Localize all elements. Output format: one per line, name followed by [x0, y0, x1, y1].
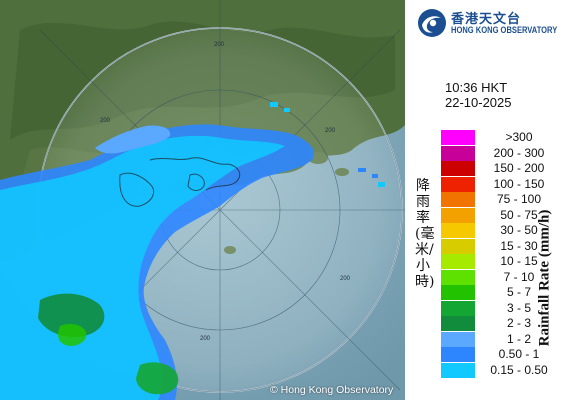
legend-swatch: [441, 254, 475, 269]
legend-swatch: [441, 238, 475, 254]
legend-title-chinese: 降雨率(毫米/小時): [415, 178, 435, 290]
copyright-notice: © Hong Kong Observatory: [270, 384, 394, 396]
legend-swatch: [441, 145, 475, 161]
legend-label: 200 - 300: [493, 145, 545, 160]
legend-label: 3 - 5: [506, 300, 531, 315]
legend-swatch: [441, 207, 475, 223]
timestamp-date: 22-10-2025: [445, 95, 512, 110]
legend-swatch: [441, 269, 475, 285]
range-label: 200: [340, 276, 351, 282]
logo-name-english: HONG KONG OBSERVATORY: [451, 25, 558, 35]
rain-echo-cell: [358, 168, 366, 172]
range-label: 200: [100, 118, 111, 124]
timestamp-time: 10:36 HKT: [445, 80, 508, 95]
legend-swatch: [441, 130, 475, 145]
legend-label: 15 - 30: [500, 238, 538, 253]
range-label: 200: [200, 336, 211, 342]
legend-label: 75 - 100: [496, 192, 542, 206]
observatory-swirl-icon: [418, 9, 446, 37]
legend-label: 30 - 50: [500, 223, 538, 237]
legend-label: 1 - 2: [506, 331, 531, 346]
legend-swatch: [441, 362, 475, 378]
legend-label: 100 - 150: [493, 176, 545, 191]
coastline-outline: [119, 157, 241, 207]
legend-swatch: [441, 223, 475, 238]
legend-label: 50 - 75: [500, 207, 538, 222]
legend-label: 10 - 15: [500, 254, 538, 268]
legend-swatch: [441, 347, 475, 362]
legend-swatch: [441, 331, 475, 347]
radar-map: 200 200 200 200 200: [0, 0, 405, 400]
legend-label: 5 - 7: [506, 285, 531, 299]
legend-label: 150 - 200: [493, 161, 545, 175]
legend-swatch: [441, 176, 475, 192]
legend-swatch: [441, 300, 475, 316]
rain-echo-moderate: [38, 293, 105, 338]
legend-swatch: [441, 161, 475, 176]
rainfall-echoes: [0, 102, 385, 400]
legend-swatch: [441, 285, 475, 300]
rain-echo-cell: [372, 174, 378, 178]
rain-echo-cell: [378, 182, 385, 187]
legend-label: >300: [505, 130, 533, 144]
rain-echo-patch: [95, 125, 171, 154]
range-label: 200: [325, 128, 336, 134]
legend-label: 7 - 10: [503, 269, 535, 284]
legend-label: 0.15 - 0.50: [490, 362, 548, 377]
rain-echo-cell: [284, 108, 290, 112]
legend-swatch: [441, 316, 475, 331]
rain-echo-cell: [270, 102, 278, 107]
legend-panel: 香港天文台 HONG KONG OBSERVATORY 10:36 HKT 22…: [405, 0, 577, 400]
range-label: 200: [214, 42, 225, 48]
legend-label: 0.50 - 1: [498, 347, 540, 361]
legend-swatch: [441, 192, 475, 207]
logo-name-chinese: 香港天文台: [451, 11, 522, 26]
legend-label: 2 - 3: [506, 316, 531, 330]
rain-echo-moderate: [58, 324, 87, 346]
rain-echo-moderate: [136, 362, 179, 395]
